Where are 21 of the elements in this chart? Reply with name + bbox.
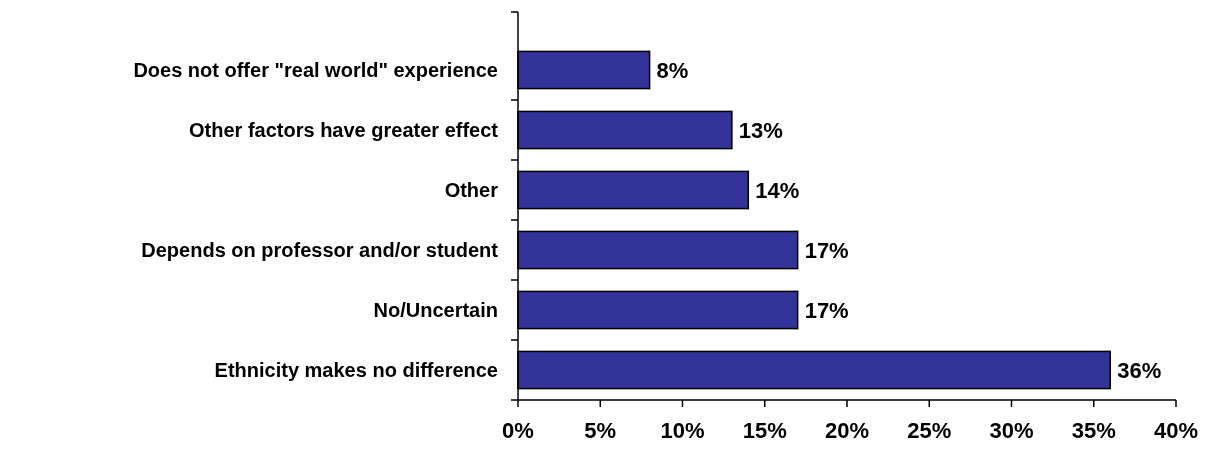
y-tick-label: Ethnicity makes no difference [214,359,498,381]
y-tick-label: Depends on professor and/or student [141,239,499,261]
x-tick-label: 35% [1071,418,1116,443]
x-tick-label: 15% [742,418,787,443]
data-label: 17% [804,237,849,263]
data-label: 17% [804,297,849,323]
y-tick-label: Other [444,179,499,201]
y-tick-label: Other factors have greater effect [188,119,499,141]
x-tick-label: 5% [584,418,617,443]
data-label: 8% [656,57,689,83]
data-label: 13% [738,117,783,143]
data-label: 14% [755,177,800,203]
x-tick-label: 20% [824,418,870,443]
x-tick-label: 25% [907,418,952,443]
y-tick-label: Does not offer "real world" experience [133,59,498,81]
data-label: 36% [1117,357,1162,383]
y-tick-label: No/Uncertain [373,299,498,321]
x-tick-label: 0% [502,418,534,443]
x-tick-label: 10% [660,418,705,443]
x-tick-label: 30% [989,418,1034,443]
x-tick-label: 40% [1153,418,1199,443]
